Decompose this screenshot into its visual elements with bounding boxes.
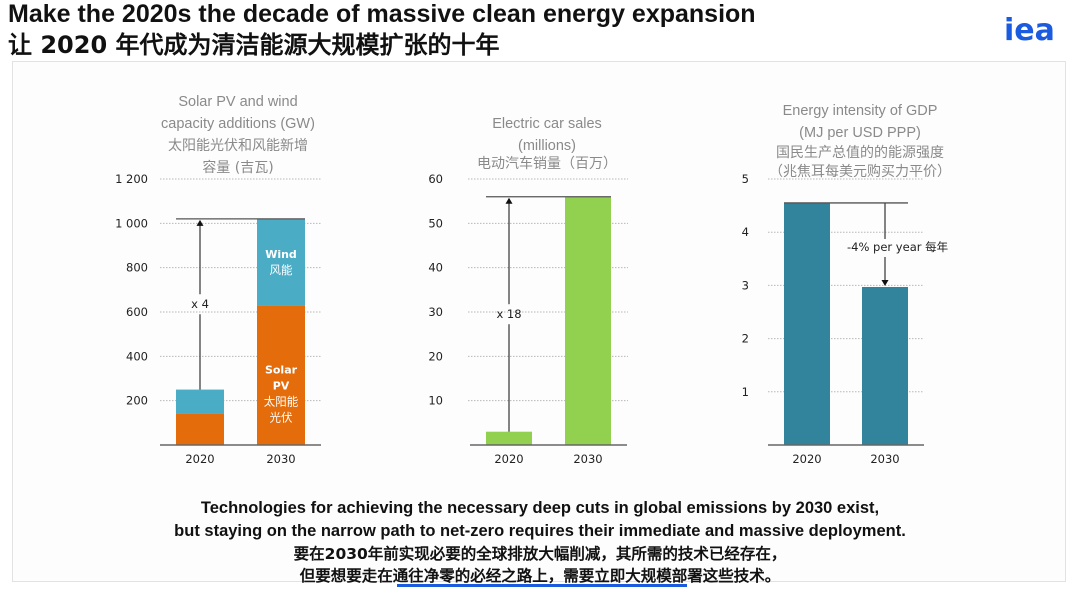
segment-label-wind: 风能 <box>270 263 293 277</box>
y-tick-label: 30 <box>428 305 443 319</box>
x-tick-label: 2030 <box>870 452 899 466</box>
logo-text: iea <box>1004 14 1055 46</box>
footer-line-4: 但要想要走在通往净零的必经之路上，需要立即大规模部署这些技术。 <box>299 567 781 585</box>
chart-title-line: 太阳能光伏和风能新增 <box>168 138 308 154</box>
y-tick-label: 10 <box>428 394 443 408</box>
bar-wind-2030 <box>257 218 305 306</box>
x-tick-label: 2020 <box>494 452 523 466</box>
chart-title-line: （兆焦耳每美元购买力平价） <box>769 164 951 180</box>
footer-line-3: 要在2030年前实现必要的全球排放大幅削减，其所需的技术已经存在， <box>293 545 787 563</box>
y-tick-label: 1 <box>742 385 749 399</box>
segment-label-solar-pv: PV <box>273 379 290 392</box>
iea-logo: iea <box>1004 14 1055 46</box>
slide-title-zh: 让 2020 年代成为清洁能源大规模扩张的十年 <box>8 31 500 59</box>
y-tick-label: 40 <box>428 261 443 275</box>
slide-title-en: Make the 2020s the decade of massive cle… <box>8 0 756 28</box>
chart-title-line: Electric car sales <box>492 116 602 132</box>
bar-solar-pv-2030 <box>257 305 305 445</box>
y-tick-label: 400 <box>126 349 148 363</box>
bar-energy-intensity-of-gdp-2020 <box>784 202 830 445</box>
chart-title-line: 电动汽车销量（百万） <box>477 155 617 172</box>
chart-title-line: (MJ per USD PPP) <box>799 125 921 141</box>
arrow-up-icon <box>505 197 513 204</box>
y-tick-label: 200 <box>126 394 148 408</box>
y-tick-label: 60 <box>428 172 443 186</box>
y-tick-label: 20 <box>428 349 443 363</box>
footer-line-1: Technologies for achieving the necessary… <box>200 499 880 517</box>
bar-electric-car-sales-2030 <box>565 196 611 445</box>
y-tick-label: 5 <box>742 172 749 186</box>
y-tick-label: 2 <box>742 332 749 346</box>
arrow-up-icon <box>196 219 204 226</box>
x-tick-label: 2020 <box>185 452 214 466</box>
segment-label-solar-pv: 太阳能 <box>264 394 299 408</box>
x-tick-label: 2020 <box>792 452 821 466</box>
bar-energy-intensity-of-gdp-2030 <box>862 286 908 445</box>
y-tick-label: 800 <box>126 261 148 275</box>
chart-title-line: 容量 (吉瓦) <box>202 159 273 176</box>
y-tick-label: 1 000 <box>115 216 148 230</box>
growth-annotation: x 4 <box>191 297 209 311</box>
bar-electric-car-sales-2020 <box>486 431 532 445</box>
chart-title-line: capacity additions (GW) <box>161 116 315 132</box>
segment-label-solar-pv: Solar <box>265 363 298 376</box>
text-selection-underline <box>397 584 687 587</box>
segment-label-wind: Wind <box>265 248 297 261</box>
y-tick-label: 50 <box>428 216 443 230</box>
x-tick-label: 2030 <box>266 452 295 466</box>
y-tick-label: 600 <box>126 305 148 319</box>
chart-title-line: 国民生产总值的的能源强度 <box>776 145 944 161</box>
decline-annotation: -4% per year 每年 <box>847 240 948 254</box>
arrow-down-icon <box>881 279 889 286</box>
x-tick-label: 2030 <box>573 452 602 466</box>
chart-title-line: Energy intensity of GDP <box>783 103 938 119</box>
y-tick-label: 1 200 <box>115 172 148 186</box>
bar-wind-2020 <box>176 389 224 414</box>
growth-annotation: x 18 <box>496 307 521 321</box>
chart-title-line: (millions) <box>518 138 576 154</box>
y-tick-label: 3 <box>742 278 749 292</box>
bar-solar-pv-2020 <box>176 413 224 445</box>
segment-label-solar-pv: 光伏 <box>270 410 293 424</box>
chart-title-line: Solar PV and wind <box>178 94 297 110</box>
y-tick-label: 4 <box>742 225 749 239</box>
footer-line-2: but staying on the narrow path to net-ze… <box>174 522 906 540</box>
